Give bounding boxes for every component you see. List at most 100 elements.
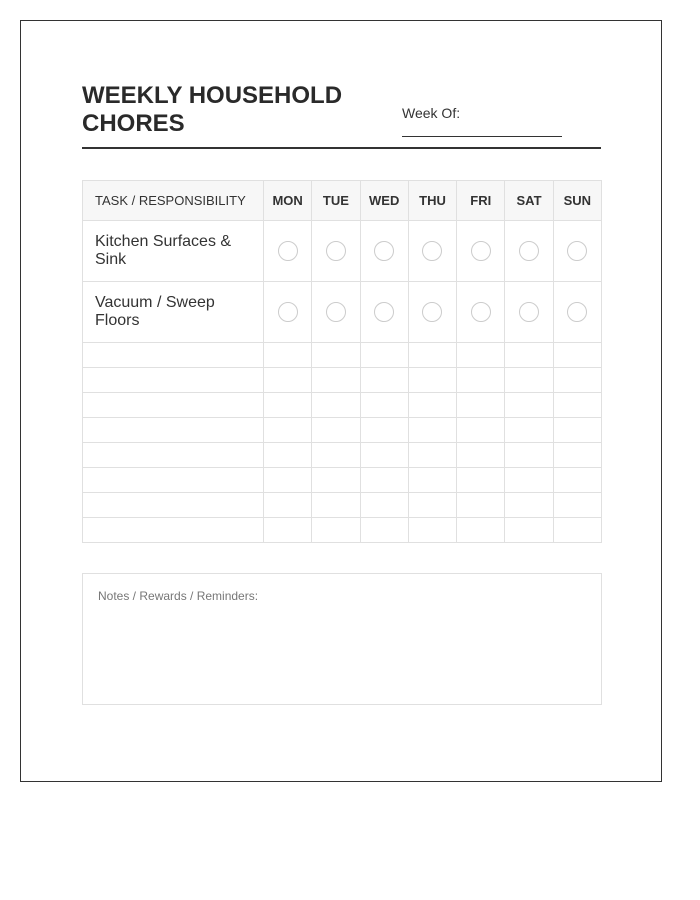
day-cell bbox=[504, 281, 554, 343]
checkbox-circle-icon[interactable] bbox=[519, 302, 540, 322]
day-cell bbox=[456, 220, 506, 282]
empty-cell[interactable] bbox=[407, 517, 458, 543]
empty-cell[interactable] bbox=[504, 517, 554, 543]
empty-row bbox=[82, 442, 603, 468]
checkbox-circle-icon[interactable] bbox=[325, 241, 346, 261]
empty-cell[interactable] bbox=[311, 467, 361, 493]
empty-cell[interactable] bbox=[456, 367, 506, 393]
empty-cell[interactable] bbox=[504, 492, 554, 518]
empty-cell[interactable] bbox=[359, 417, 409, 443]
empty-cell[interactable] bbox=[311, 417, 361, 443]
empty-cell[interactable] bbox=[262, 492, 313, 518]
empty-cell[interactable] bbox=[407, 492, 458, 518]
empty-cell[interactable] bbox=[82, 342, 264, 368]
empty-cell[interactable] bbox=[456, 517, 506, 543]
empty-cell[interactable] bbox=[359, 442, 409, 468]
checkbox-circle-icon[interactable] bbox=[422, 241, 443, 261]
empty-cell[interactable] bbox=[456, 342, 506, 368]
empty-cell[interactable] bbox=[504, 392, 554, 418]
empty-row bbox=[82, 492, 603, 518]
day-cell bbox=[311, 281, 361, 343]
empty-cell[interactable] bbox=[407, 342, 458, 368]
day-header-tue: TUE bbox=[311, 180, 361, 221]
empty-cell[interactable] bbox=[552, 417, 603, 443]
day-cell bbox=[552, 220, 603, 282]
empty-cell[interactable] bbox=[262, 367, 313, 393]
page-title: WEEKLY HOUSEHOLD CHORES bbox=[82, 82, 343, 137]
empty-cell[interactable] bbox=[262, 417, 313, 443]
checkbox-circle-icon[interactable] bbox=[567, 241, 588, 261]
empty-cell[interactable] bbox=[311, 392, 361, 418]
empty-cell[interactable] bbox=[82, 467, 264, 493]
checkbox-circle-icon[interactable] bbox=[277, 241, 298, 261]
day-cell bbox=[504, 220, 554, 282]
empty-cell[interactable] bbox=[359, 392, 409, 418]
empty-cell[interactable] bbox=[311, 367, 361, 393]
table-row: Kitchen Surfaces & Sink bbox=[82, 220, 603, 282]
empty-cell[interactable] bbox=[407, 367, 458, 393]
checkbox-circle-icon[interactable] bbox=[470, 241, 491, 261]
empty-cell[interactable] bbox=[311, 342, 361, 368]
empty-cell[interactable] bbox=[311, 442, 361, 468]
task-name: Kitchen Surfaces & Sink bbox=[82, 220, 264, 282]
empty-cell[interactable] bbox=[407, 417, 458, 443]
day-cell bbox=[456, 281, 506, 343]
empty-cell[interactable] bbox=[552, 467, 603, 493]
notes-box[interactable]: Notes / Rewards / Reminders: bbox=[82, 573, 602, 705]
empty-cell[interactable] bbox=[552, 367, 603, 393]
empty-cell[interactable] bbox=[552, 342, 603, 368]
empty-cell[interactable] bbox=[311, 492, 361, 518]
empty-cell[interactable] bbox=[552, 517, 603, 543]
empty-cell[interactable] bbox=[504, 342, 554, 368]
header-divider bbox=[82, 147, 601, 149]
checkbox-circle-icon[interactable] bbox=[519, 241, 540, 261]
empty-cell[interactable] bbox=[456, 417, 506, 443]
week-of-field[interactable] bbox=[402, 136, 562, 137]
empty-cell[interactable] bbox=[504, 367, 554, 393]
checkbox-circle-icon[interactable] bbox=[374, 302, 395, 322]
empty-cell[interactable] bbox=[262, 517, 313, 543]
empty-cell[interactable] bbox=[359, 367, 409, 393]
checkbox-circle-icon[interactable] bbox=[277, 302, 298, 322]
empty-cell[interactable] bbox=[407, 442, 458, 468]
empty-cell[interactable] bbox=[504, 467, 554, 493]
empty-cell[interactable] bbox=[82, 517, 264, 543]
chore-table: TASK / RESPONSIBILITY MON TUE WED THU FRI SAT… bbox=[82, 180, 603, 543]
empty-row bbox=[82, 342, 603, 368]
empty-cell[interactable] bbox=[456, 492, 506, 518]
empty-cell[interactable] bbox=[456, 392, 506, 418]
empty-cell[interactable] bbox=[359, 342, 409, 368]
day-cell bbox=[262, 281, 313, 343]
empty-cell[interactable] bbox=[82, 367, 264, 393]
checkbox-circle-icon[interactable] bbox=[470, 302, 491, 322]
empty-cell[interactable] bbox=[504, 417, 554, 443]
empty-cell[interactable] bbox=[311, 517, 361, 543]
empty-cell[interactable] bbox=[359, 467, 409, 493]
empty-cell[interactable] bbox=[82, 417, 264, 443]
empty-cell[interactable] bbox=[407, 467, 458, 493]
empty-cell[interactable] bbox=[82, 442, 264, 468]
chore-chart-page: WEEKLY HOUSEHOLD CHORES Week Of: TASK / … bbox=[20, 20, 662, 782]
empty-cell[interactable] bbox=[407, 392, 458, 418]
checkbox-circle-icon[interactable] bbox=[325, 302, 346, 322]
empty-cell[interactable] bbox=[262, 342, 313, 368]
checkbox-circle-icon[interactable] bbox=[567, 302, 588, 322]
empty-cell[interactable] bbox=[262, 442, 313, 468]
empty-cell[interactable] bbox=[359, 517, 409, 543]
empty-cell[interactable] bbox=[82, 492, 264, 518]
empty-cell[interactable] bbox=[504, 442, 554, 468]
checkbox-circle-icon[interactable] bbox=[422, 302, 443, 322]
empty-cell[interactable] bbox=[262, 467, 313, 493]
empty-cell[interactable] bbox=[552, 392, 603, 418]
task-name: Vacuum / Sweep Floors bbox=[82, 281, 264, 343]
empty-cell[interactable] bbox=[552, 492, 603, 518]
empty-cell[interactable] bbox=[456, 442, 506, 468]
empty-cell[interactable] bbox=[262, 392, 313, 418]
table-header-row: TASK / RESPONSIBILITY MON TUE WED THU FRI SAT… bbox=[82, 180, 603, 221]
empty-cell[interactable] bbox=[552, 442, 603, 468]
empty-cell[interactable] bbox=[456, 467, 506, 493]
empty-cell[interactable] bbox=[359, 492, 409, 518]
checkbox-circle-icon[interactable] bbox=[374, 241, 395, 261]
empty-row bbox=[82, 417, 603, 443]
empty-cell[interactable] bbox=[82, 392, 264, 418]
